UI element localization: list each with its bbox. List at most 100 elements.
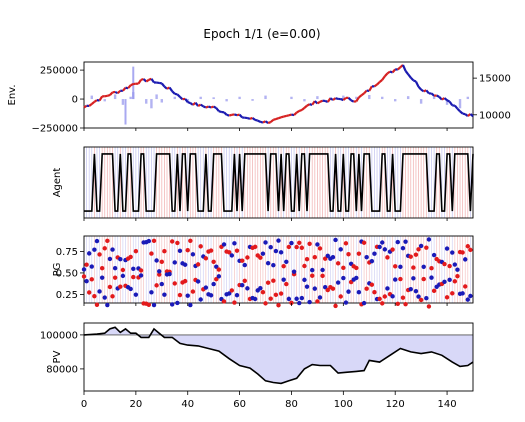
pg-point-red (232, 300, 237, 305)
pg-point-red (460, 250, 465, 255)
price-segment (272, 118, 277, 121)
pg-point-blue (128, 286, 133, 292)
pg-point-blue (107, 256, 113, 262)
price-segment (363, 89, 368, 95)
pg-point-red (403, 302, 408, 307)
pg-point-blue (330, 254, 336, 260)
price-segment (293, 111, 298, 116)
pg-point-red (278, 291, 284, 296)
pg-point-red (188, 238, 193, 243)
volume-bar (368, 95, 371, 100)
pg-point-blue (393, 277, 398, 282)
price-segment (368, 85, 373, 92)
pg-point-blue (317, 295, 323, 300)
pg-point-blue (195, 279, 201, 284)
price-segment (160, 82, 166, 88)
price-segment (249, 116, 253, 120)
volume-bar (160, 99, 163, 103)
pg-point-blue (335, 280, 341, 285)
pg-point-red (239, 258, 245, 263)
pg-point-red (195, 262, 201, 267)
price-segment (326, 97, 332, 103)
pg-point-blue (177, 248, 183, 254)
pg-point-blue (211, 281, 216, 287)
pg-point-red (322, 256, 328, 261)
pg-point-blue (154, 258, 159, 263)
pg-point-red (175, 240, 180, 246)
pg-point-blue (120, 273, 126, 279)
pg-point-blue (252, 296, 258, 302)
price-segment (430, 92, 435, 97)
pg-point-blue (315, 242, 320, 247)
pg-point-red (310, 273, 315, 278)
price-segment (441, 97, 446, 101)
pg-point-blue (468, 293, 473, 299)
price-segment (462, 112, 466, 116)
price-segment (296, 109, 300, 114)
volume-bar (432, 95, 436, 100)
price-segment (182, 97, 186, 101)
pv-ytick-label: 100000 (40, 330, 78, 341)
pg-point-red (198, 244, 203, 249)
pg-point-red (154, 283, 159, 288)
env-ytick-label: 250000 (40, 66, 78, 77)
volume-bar (251, 99, 254, 101)
volume-bar (303, 99, 306, 102)
env-ytick-label: −250000 (31, 124, 78, 135)
pg-point-red (421, 276, 426, 282)
pg-point-red (302, 263, 307, 269)
pg-ytick-label: 0.75 (56, 247, 78, 258)
pg-point-red (252, 244, 258, 250)
volume-bar-tall (132, 66, 135, 100)
pg-point-red (89, 277, 94, 282)
pg-point-blue (208, 293, 214, 298)
pg-point-red (268, 296, 273, 301)
pv-xtick-label: 20 (129, 399, 142, 410)
pv-panel: PV 100000 80000 0 20 40 60 80 100 120 140 (40, 322, 474, 410)
pg-point-red (169, 239, 175, 244)
price-segment (91, 100, 96, 105)
pg-point-blue (175, 300, 180, 306)
pg-point-blue (118, 256, 123, 262)
pg-point-blue (294, 296, 299, 301)
price-segment (335, 97, 339, 100)
price-segment (171, 90, 176, 95)
price-segment (254, 118, 259, 122)
price-segment (389, 70, 393, 74)
pg-point-blue (169, 302, 175, 307)
pg-point-blue (185, 293, 190, 298)
pg-point-blue (105, 302, 110, 308)
volume-bar (121, 99, 125, 105)
price-segment (228, 113, 233, 117)
price-segment (464, 113, 469, 117)
price-segment (355, 96, 360, 102)
pg-point-red (263, 301, 268, 306)
price-segment (423, 89, 427, 93)
pg-point-blue (450, 250, 455, 255)
env-ylabel: Env. (7, 85, 18, 106)
price-segment (425, 89, 430, 95)
pv-line (83, 326, 474, 385)
price-segment (260, 120, 264, 124)
pg-point-red (304, 257, 310, 262)
pg-point-red (382, 294, 388, 299)
volume-bar (155, 94, 158, 100)
volume-bar (394, 99, 397, 102)
pg-point-red (330, 286, 336, 291)
pg-point-blue (444, 246, 450, 251)
price-segment (267, 121, 272, 125)
pg-point-red (229, 288, 235, 293)
pg-point-red (245, 255, 250, 260)
pg-point-blue (289, 240, 294, 246)
pg-point-blue (411, 276, 416, 281)
price-segment (378, 79, 383, 83)
price-segment (414, 80, 420, 88)
pg-point-blue (302, 277, 307, 283)
pg-point-blue (325, 253, 330, 258)
price-segment (286, 114, 290, 118)
pg-point-blue (99, 275, 105, 280)
price-segment (234, 113, 238, 117)
price-segment (314, 100, 319, 105)
volume-bar (329, 97, 332, 100)
pg-point-blue (364, 254, 369, 260)
